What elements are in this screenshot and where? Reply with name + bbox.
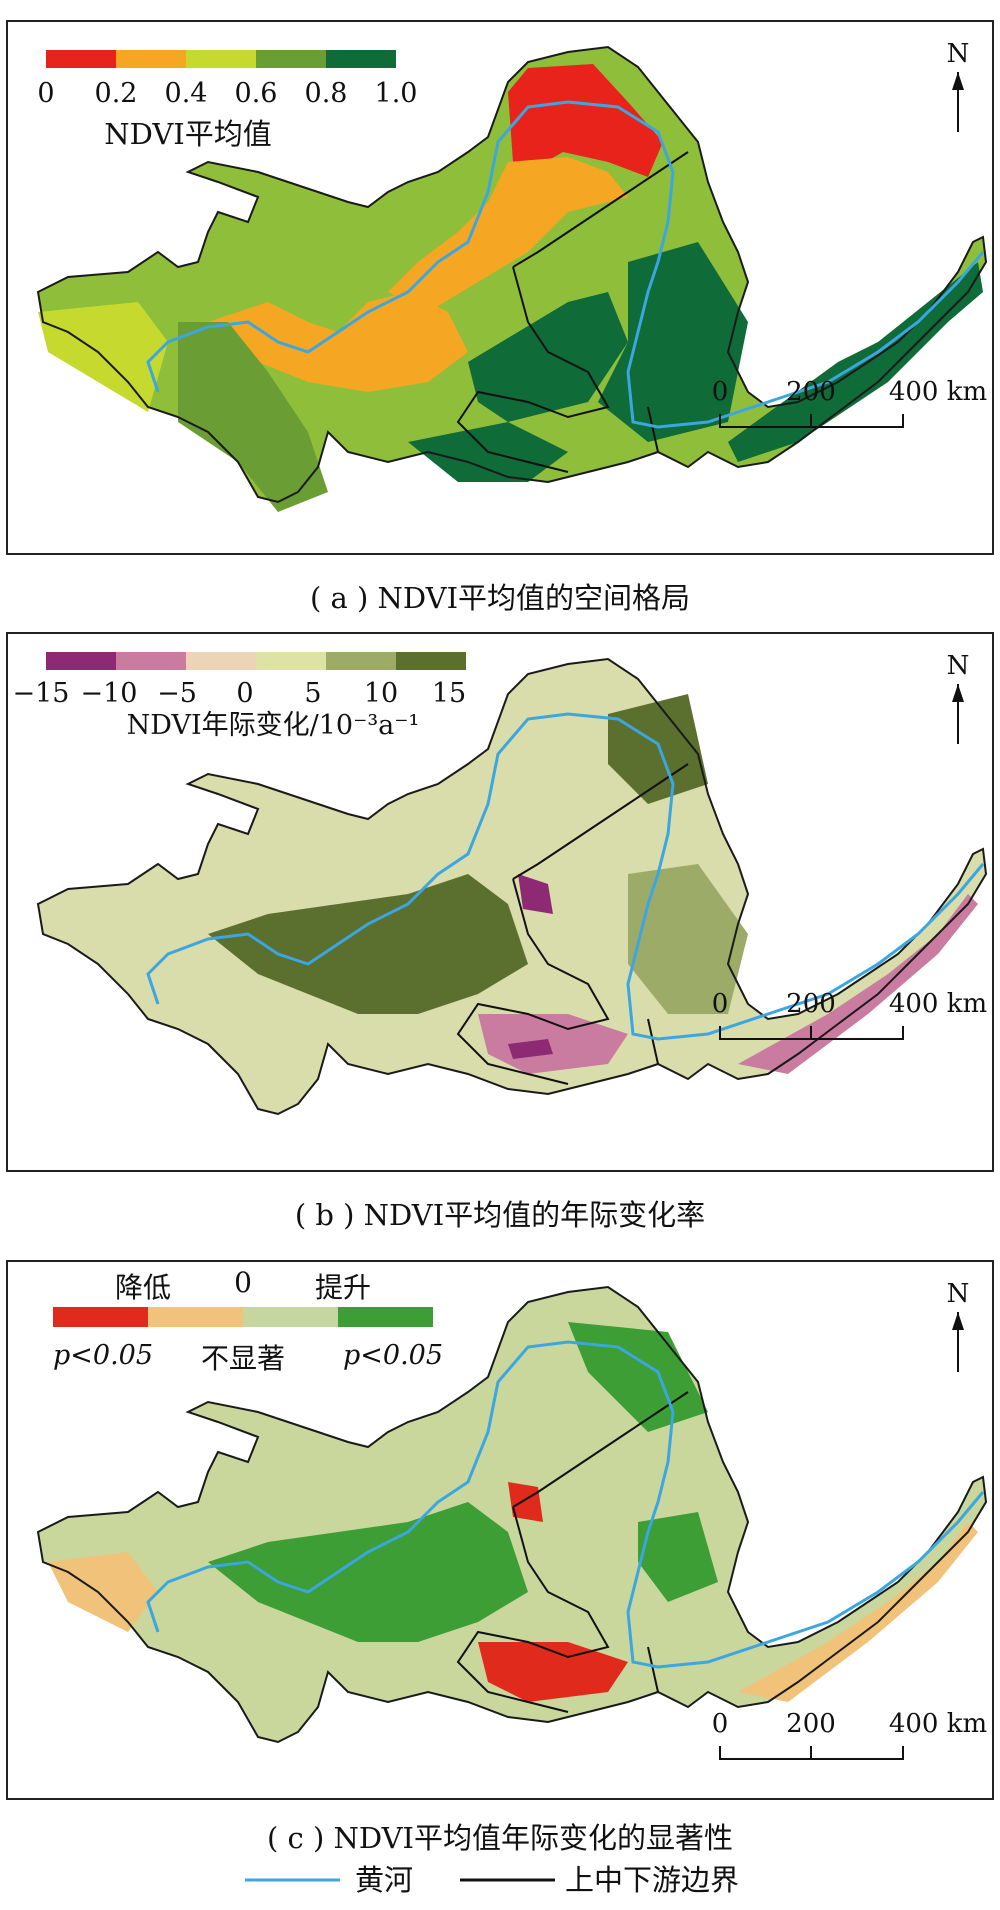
basin-map-c: [36, 1285, 988, 1744]
caption-c: ( c ) NDVI平均值年际变化的显著性: [266, 1821, 734, 1855]
scale-label-400: 400 km: [889, 377, 987, 407]
north-arrow-b: N: [947, 651, 970, 744]
legend-a-swatch-2: [186, 50, 256, 68]
scale-bar-a: 0 200 400 km: [712, 377, 987, 428]
legend-b-swatch-0: [46, 652, 116, 670]
north-arrow-a: N: [947, 39, 970, 132]
legend-b-swatch-1: [116, 652, 186, 670]
river-legend-label: 黄河: [355, 1863, 413, 1897]
north-label: N: [947, 651, 970, 681]
legend-a-swatch-4: [326, 50, 396, 68]
legend-a-tick-2: 0.4: [165, 78, 208, 109]
yellow-river-line: [146, 100, 985, 429]
basin-border: [36, 45, 988, 504]
legend-a: 0 0.2 0.4 0.6 0.8 1.0 NDVI平均值: [37, 50, 417, 151]
map-a-svg: 0 0.2 0.4 0.6 0.8 1.0 NDVI平均值 N: [36, 39, 988, 512]
boundary-legend-label: 上中下游边界: [565, 1863, 739, 1897]
basin-border: [36, 1285, 988, 1744]
legend-a-swatch-1: [116, 50, 186, 68]
legend-b-ticks: −15 −10 −5 0 5 10 15: [13, 678, 467, 709]
legend-b-tick-4: 5: [304, 678, 321, 709]
legend-c-swatch-0: [53, 1307, 148, 1327]
panel-b-ndvi-trend: −15 −10 −5 0 5 10 15 NDVI年际变化/10⁻³a⁻¹ N: [6, 632, 994, 1172]
panel-c-significance: 降低 0 提升 p<0.05 不显著 p<0.05 N: [6, 1260, 994, 1800]
legend-c-nonsig: 不显著: [201, 1342, 285, 1375]
scale-label-200: 200: [786, 989, 836, 1019]
legend-c-p-high: p<0.05: [343, 1340, 443, 1371]
legend-b-swatch-2: [186, 652, 256, 670]
legend-b-colorbar: [46, 652, 466, 670]
zone-boundary-line: [456, 151, 689, 473]
legend-c-decrease: 降低: [115, 1271, 171, 1304]
legend-b-title: NDVI年际变化/10⁻³a⁻¹: [127, 710, 420, 741]
yellow-river-line: [146, 712, 985, 1041]
basin-outline: [38, 1287, 986, 1742]
legend-a-tick-5: 1.0: [375, 78, 418, 109]
north-label: N: [947, 1279, 970, 1309]
legend-c-swatch-1: [148, 1307, 243, 1327]
legend-b-tick-3: 0: [236, 678, 253, 709]
legend-c-zero: 0: [234, 1266, 252, 1299]
scale-label-0: 0: [712, 1709, 729, 1739]
scale-label-0: 0: [712, 989, 729, 1019]
legend-b-tick-1: −10: [81, 678, 138, 709]
legend-c-colorbar: [53, 1307, 433, 1327]
panel-a-ndvi-mean: 0 0.2 0.4 0.6 0.8 1.0 NDVI平均值 N: [6, 20, 994, 555]
scale-bar-c: 0 200 400 km: [712, 1709, 987, 1760]
map-b-svg: −15 −10 −5 0 5 10 15 NDVI年际变化/10⁻³a⁻¹ N: [13, 651, 988, 1116]
north-arrow-icon: [952, 1312, 964, 1330]
map-c-svg: 降低 0 提升 p<0.05 不显著 p<0.05 N: [36, 1266, 988, 1760]
legend-b-swatch-5: [396, 652, 466, 670]
north-arrow-icon: [952, 72, 964, 90]
scale-label-200: 200: [786, 1709, 836, 1739]
legend-b-tick-5: 10: [364, 678, 398, 709]
legend-c-swatch-3: [338, 1307, 433, 1327]
north-label: N: [947, 39, 970, 69]
legend-a-tick-1: 0.2: [95, 78, 138, 109]
scale-label-200: 200: [786, 377, 836, 407]
legend-b: −15 −10 −5 0 5 10 15 NDVI年际变化/10⁻³a⁻¹: [13, 652, 467, 741]
north-arrow-icon: [952, 684, 964, 702]
legend-c-p-low: p<0.05: [53, 1340, 153, 1371]
scale-label-0: 0: [712, 377, 729, 407]
legend-a-swatch-3: [256, 50, 326, 68]
legend-b-tick-6: 15: [432, 678, 466, 709]
legend-a-tick-0: 0: [37, 78, 54, 109]
legend-a-ticks: 0 0.2 0.4 0.6 0.8 1.0: [37, 78, 417, 109]
zone-boundary-line: [456, 1391, 689, 1713]
caption-b: ( b ) NDVI平均值的年际变化率: [294, 1198, 706, 1232]
zone-boundary-line: [456, 763, 689, 1085]
map-legend: 黄河 上中下游边界: [245, 1863, 739, 1897]
legend-c-swatch-2: [243, 1307, 338, 1327]
scale-bar-b: 0 200 400 km: [712, 989, 987, 1040]
basin-map-b: [36, 657, 988, 1116]
legend-c-increase: 提升: [315, 1271, 371, 1304]
legend-a-swatch-0: [46, 50, 116, 68]
trend-patches: [208, 694, 978, 1074]
legend-c: 降低 0 提升 p<0.05 不显著 p<0.05: [53, 1266, 443, 1375]
yellow-river-line: [146, 1340, 985, 1669]
legend-b-tick-0: −15: [13, 678, 70, 709]
basin-map-a: [36, 45, 988, 512]
legend-b-swatch-3: [256, 652, 326, 670]
scale-label-400: 400 km: [889, 989, 987, 1019]
basin-border: [36, 657, 988, 1116]
legend-b-tick-2: −5: [157, 678, 197, 709]
legend-b-swatch-4: [326, 652, 396, 670]
legend-a-colorbar: [46, 50, 396, 68]
north-arrow-c: N: [947, 1279, 970, 1372]
scale-label-400: 400 km: [889, 1709, 987, 1739]
legend-a-tick-3: 0.6: [235, 78, 278, 109]
caption-a: ( a ) NDVI平均值的空间格局: [309, 581, 691, 615]
legend-a-tick-4: 0.8: [305, 78, 348, 109]
basin-outline: [38, 659, 986, 1114]
legend-a-title: NDVI平均值: [104, 117, 272, 151]
